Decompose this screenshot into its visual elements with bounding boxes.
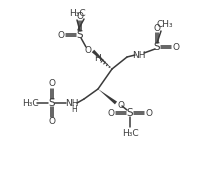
- Text: H: H: [94, 53, 101, 62]
- Text: O: O: [76, 11, 83, 21]
- Text: S: S: [48, 98, 55, 108]
- Text: O: O: [57, 30, 64, 39]
- Text: O: O: [107, 108, 114, 117]
- Polygon shape: [97, 89, 117, 104]
- Text: H: H: [71, 105, 76, 114]
- Text: O: O: [153, 24, 160, 33]
- Text: CH₃: CH₃: [156, 19, 172, 28]
- Text: H₃C: H₃C: [68, 8, 85, 18]
- Text: O: O: [117, 100, 124, 110]
- Text: NH: NH: [65, 99, 78, 108]
- Text: O: O: [145, 108, 152, 117]
- Text: O: O: [48, 117, 55, 126]
- Text: NH: NH: [132, 50, 145, 59]
- Text: H₃C: H₃C: [22, 99, 38, 108]
- Text: H₃C: H₃C: [121, 128, 138, 137]
- Polygon shape: [91, 50, 111, 69]
- Text: O: O: [172, 42, 179, 51]
- Text: S: S: [126, 108, 133, 118]
- Text: O: O: [48, 79, 55, 88]
- Text: S: S: [76, 30, 83, 40]
- Text: S: S: [153, 42, 159, 52]
- Text: O: O: [84, 45, 91, 54]
